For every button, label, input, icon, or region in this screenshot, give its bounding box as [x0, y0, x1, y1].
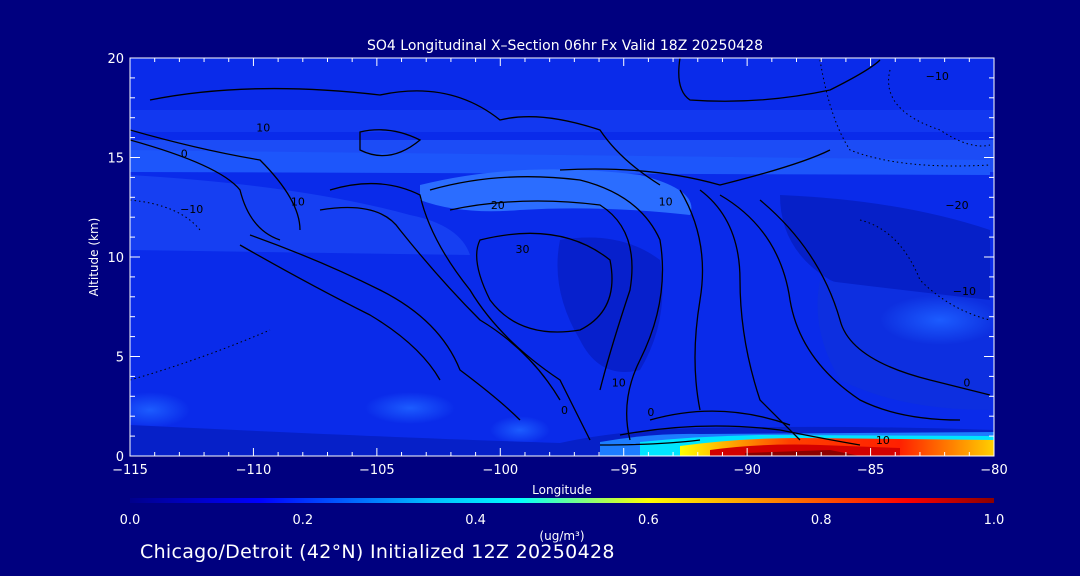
contour-label: −10	[926, 70, 949, 83]
colorbar-ticks: 0.0 0.2 0.4 0.6 0.8 1.0	[120, 513, 1005, 528]
y-axis: 0 5 10 15 20	[107, 52, 994, 465]
colorbar-tick-label: 0.4	[465, 513, 486, 528]
heatmap-field	[130, 58, 994, 456]
contour-label: 10	[659, 195, 673, 208]
y-tick-label: 0	[116, 450, 124, 465]
y-tick-label: 5	[116, 351, 124, 366]
x-axis-label: Longitude	[532, 483, 592, 497]
x-axis: −115 −110 −105 −100 −95 −90 −85 −80	[112, 58, 1008, 478]
contour-lines-dotted	[130, 59, 991, 381]
x-tick-label: −85	[857, 463, 884, 478]
contour-label: 0	[647, 406, 654, 419]
contour-label: 10	[876, 434, 890, 447]
x-tick-label: −90	[733, 463, 760, 478]
contour-label: 20	[491, 199, 505, 212]
contour-label: 0	[181, 148, 188, 161]
colorbar-tick-label: 1.0	[984, 513, 1005, 528]
x-tick-label: −105	[359, 463, 395, 478]
contour-label: −10	[953, 285, 976, 298]
contour-label: 30	[516, 243, 530, 256]
contour-label: −20	[945, 199, 968, 212]
y-tick-label: 20	[107, 52, 124, 67]
contour-label: 0	[963, 376, 970, 389]
colorbar-tick-label: 0.8	[811, 513, 832, 528]
contour-labels: 0 −10 10 10 20 30 10 −10 −20 −10 0 10 0 0 10	[180, 70, 976, 447]
colorbar-units: (ug/m³)	[539, 529, 584, 543]
contour-label: −10	[180, 203, 203, 216]
chart-title: SO4 Longitudinal X–Section 06hr Fx Valid…	[367, 38, 763, 54]
x-tick-label: −95	[610, 463, 637, 478]
contour-label: 10	[291, 195, 305, 208]
y-tick-label: 15	[107, 152, 124, 167]
contour-label: 0	[561, 404, 568, 417]
colorbar	[130, 498, 994, 503]
x-tick-label: −115	[112, 463, 148, 478]
contour-label: 10	[612, 376, 626, 389]
contour-label: 10	[256, 122, 270, 135]
colorbar-tick-label: 0.6	[638, 513, 659, 528]
x-tick-label: −100	[482, 463, 518, 478]
colorbar-tick-label: 0.2	[292, 513, 313, 528]
x-tick-label: −110	[236, 463, 272, 478]
y-tick-label: 10	[107, 251, 124, 266]
y-axis-label: Altitude (km)	[87, 218, 101, 297]
x-tick-label: −80	[980, 463, 1007, 478]
footer-init-text: Chicago/Detroit (42°N) Initialized 12Z 2…	[140, 541, 615, 563]
colorbar-tick-label: 0.0	[120, 513, 141, 528]
contour-lines	[130, 58, 991, 446]
